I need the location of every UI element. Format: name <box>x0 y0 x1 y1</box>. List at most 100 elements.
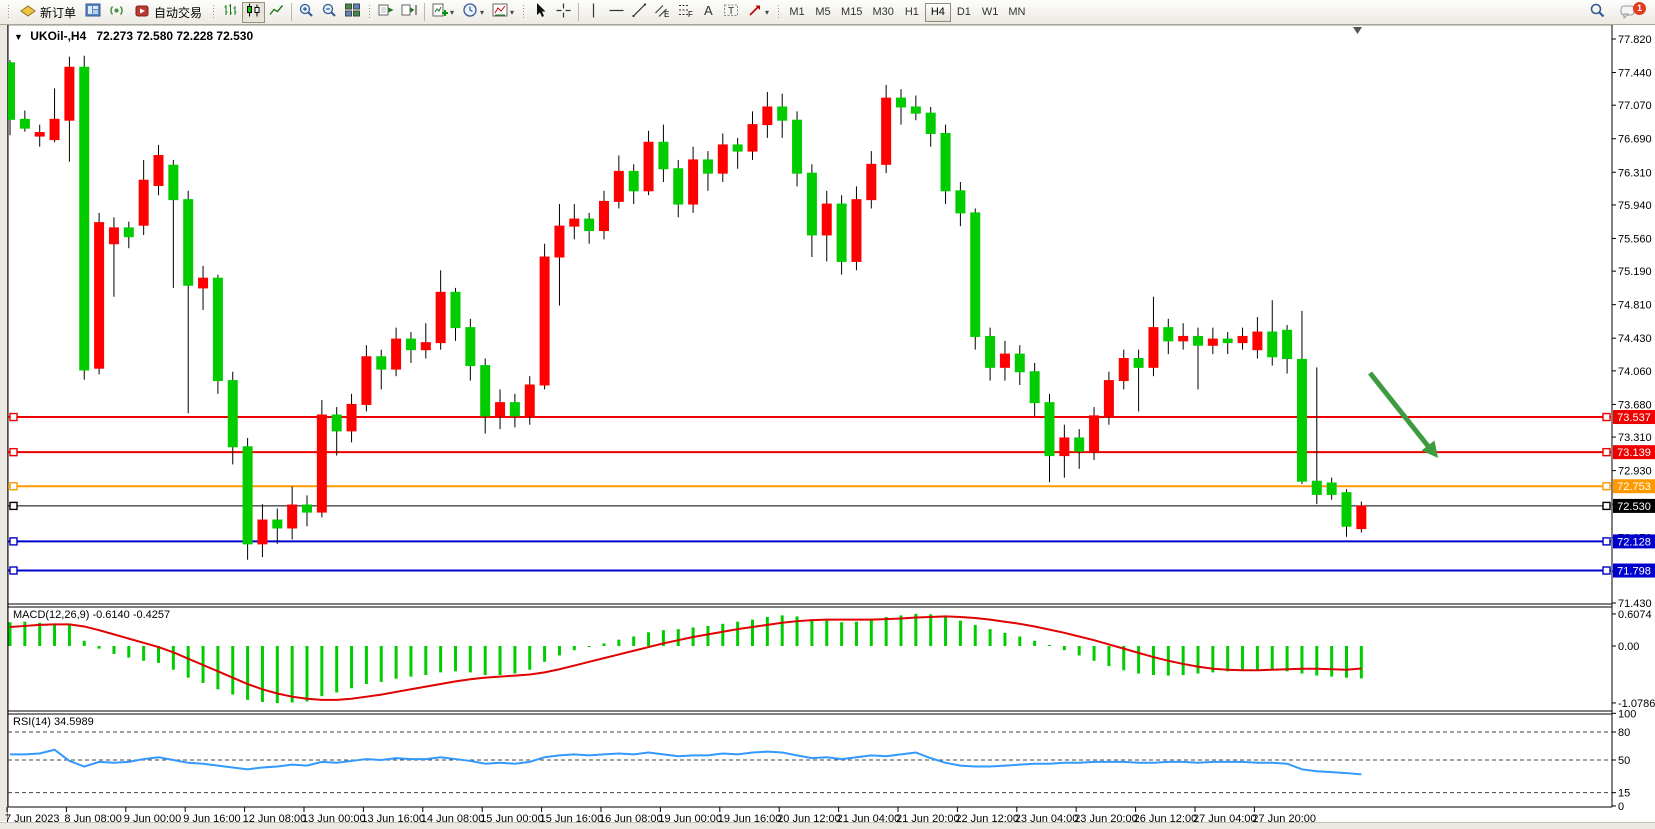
line-end-marker[interactable] <box>9 566 18 575</box>
terminal-button[interactable] <box>82 2 105 23</box>
candle <box>1029 371 1040 404</box>
trend-arrow[interactable] <box>1368 371 1438 458</box>
timeframe-mn-button[interactable]: MN <box>1008 6 1026 18</box>
line-chart-icon <box>268 2 285 22</box>
new-chart-button[interactable]: ▾ <box>428 2 458 23</box>
candle <box>302 504 312 513</box>
candle <box>376 356 387 370</box>
crosshair-icon <box>555 2 572 22</box>
price-badge-label: 72.128 <box>1617 536 1651 548</box>
candle <box>509 402 520 417</box>
time-tick-label: 15 Jun 16:00 <box>540 813 604 825</box>
pane-separators[interactable] <box>7 24 1613 808</box>
time-tick-label: 19 Jun 00:00 <box>658 813 722 825</box>
new-order-button[interactable]: 新订单 <box>14 2 82 23</box>
candle <box>539 256 550 386</box>
price-badge-label: 73.139 <box>1617 447 1651 459</box>
candle <box>79 66 90 371</box>
time-tick-label: 23 Jun 04:00 <box>1015 813 1079 825</box>
horizontal-line-button[interactable] <box>605 2 628 23</box>
svg-text:T: T <box>728 6 734 17</box>
timeframe-d1-button[interactable]: D1 <box>956 6 971 18</box>
text-button[interactable]: A <box>697 2 720 23</box>
chevron-down-icon[interactable]: ▾ <box>450 7 455 17</box>
time-tick-label: 16 Jun 08:00 <box>599 813 663 825</box>
vertical-line-button[interactable] <box>582 2 605 23</box>
candle <box>643 141 654 192</box>
tile-windows-button[interactable] <box>341 2 364 23</box>
line-end-marker[interactable] <box>1602 412 1611 422</box>
candle <box>1148 327 1159 368</box>
candle <box>138 179 149 226</box>
price-tick-label: 72.930 <box>1618 466 1652 478</box>
line-end-marker[interactable] <box>9 482 18 491</box>
price-badge-label: 71.798 <box>1617 566 1651 578</box>
line-end-marker[interactable] <box>9 501 18 511</box>
level-lines[interactable] <box>8 412 1611 575</box>
svg-text:A: A <box>704 3 713 18</box>
line-end-marker[interactable] <box>9 447 18 457</box>
candle <box>1267 331 1278 358</box>
auto-scroll-button[interactable] <box>375 2 398 23</box>
price-tick-label: 75.190 <box>1618 266 1652 278</box>
chevron-down-icon[interactable]: ▾ <box>510 7 515 17</box>
bar-chart-button[interactable] <box>219 2 242 23</box>
line-end-marker[interactable] <box>1602 501 1611 511</box>
line-end-marker[interactable] <box>1602 537 1611 546</box>
chart-shift-marker[interactable] <box>1353 27 1362 34</box>
candle <box>391 338 402 370</box>
timeframe-m30-button[interactable]: M30 <box>872 6 894 18</box>
macd-tick-label: 0.00 <box>1618 641 1639 653</box>
svg-text:E: E <box>664 10 669 19</box>
broadcast-button[interactable] <box>105 2 128 23</box>
crosshair-button[interactable] <box>552 2 575 23</box>
timeframe-m5-button[interactable]: M5 <box>815 6 831 18</box>
candle <box>524 384 535 417</box>
line-end-marker[interactable] <box>9 537 18 546</box>
timeframe-m1-button[interactable]: M1 <box>789 6 805 18</box>
time-axis[interactable]: 7 Jun 2023 8 Jun 08:00 9 Jun 00:00 9 Jun 16… <box>5 807 1316 825</box>
fibonacci-button[interactable]: F <box>674 2 697 23</box>
line-end-marker[interactable] <box>1602 447 1611 457</box>
indicators-list-button[interactable]: ▾ <box>488 2 518 23</box>
candle <box>821 203 832 236</box>
price-badge <box>1613 479 1655 494</box>
candlestick-button[interactable] <box>242 1 266 23</box>
toolbar-separator <box>212 4 216 20</box>
timeframe-h1-button[interactable]: H1 <box>904 6 919 18</box>
line-chart-button[interactable] <box>265 2 288 23</box>
chevron-down-icon[interactable]: ▾ <box>480 7 485 17</box>
text-label-button[interactable]: T <box>720 2 743 23</box>
notifications-button[interactable]: 1 <box>1615 1 1646 23</box>
macd-pane <box>8 613 1363 704</box>
candle <box>1207 338 1218 346</box>
toolbar-grip[interactable] <box>777 4 781 20</box>
broadcast-icon <box>108 2 125 22</box>
equidistant-channel-button[interactable]: E <box>651 2 674 23</box>
toolbar-separator <box>291 3 293 21</box>
candle <box>1163 327 1174 342</box>
symbol-dropdown-icon[interactable]: ▼ <box>14 32 23 42</box>
zoom-in-button[interactable] <box>295 2 318 23</box>
chevron-down-icon[interactable]: ▾ <box>765 7 770 17</box>
arrows-button[interactable]: ▾ <box>743 2 773 23</box>
cursor-button[interactable] <box>529 2 552 23</box>
toolbar-grip[interactable] <box>7 4 10 20</box>
search-button[interactable] <box>1586 2 1609 23</box>
zoom-out-button[interactable] <box>318 2 341 23</box>
periods-clock-button[interactable]: ▾ <box>458 2 488 23</box>
line-end-marker[interactable] <box>9 412 18 422</box>
toolbar-separator <box>522 4 526 20</box>
chart-shift-button[interactable] <box>398 2 421 23</box>
timeframe-w1-button[interactable]: W1 <box>981 6 999 18</box>
indicators-list-icon <box>492 2 509 22</box>
line-end-marker[interactable] <box>1602 566 1611 575</box>
timeframe-m15-button[interactable]: M15 <box>841 6 863 18</box>
candle <box>108 227 119 245</box>
candle <box>628 170 639 192</box>
auto-trading-button[interactable]: 自动交易 <box>128 2 208 23</box>
trendline-button[interactable] <box>628 2 651 23</box>
timeframe-h4-button[interactable]: H4 <box>924 2 951 22</box>
line-end-marker[interactable] <box>1602 482 1611 491</box>
